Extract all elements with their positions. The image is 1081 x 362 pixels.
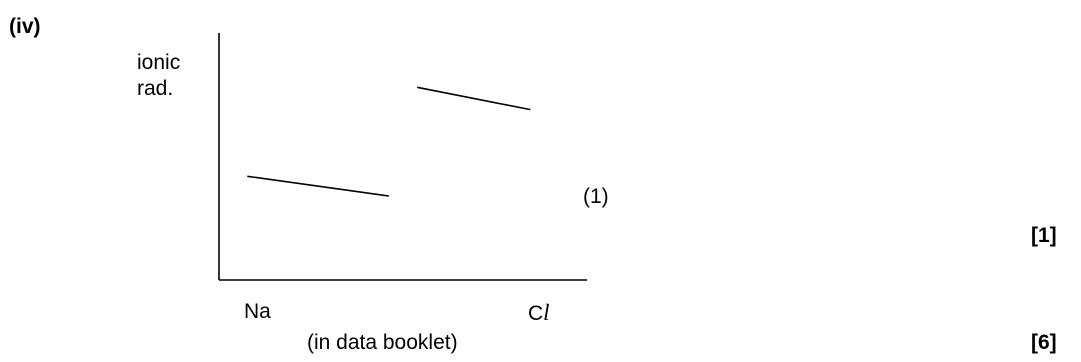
series-line-2	[417, 86, 531, 111]
data-booklet-note: (in data booklet)	[307, 331, 458, 354]
x-label-na: Na	[244, 300, 271, 323]
x-label-cl-suffix: l	[543, 300, 550, 325]
series-layer	[247, 86, 531, 197]
x-label-cl-prefix: C	[528, 302, 544, 325]
part-mark-total: [1]	[1031, 224, 1057, 247]
inline-mark: (1)	[583, 185, 609, 208]
series-line-1	[247, 175, 389, 197]
question-mark-total: [6]	[1031, 331, 1057, 354]
question-part-label: (iv)	[9, 15, 41, 38]
x-label-cl: Cl	[528, 301, 550, 324]
y-axis-label-line2: rad.	[137, 77, 174, 100]
y-axis-label-line1: ionic	[137, 51, 181, 74]
